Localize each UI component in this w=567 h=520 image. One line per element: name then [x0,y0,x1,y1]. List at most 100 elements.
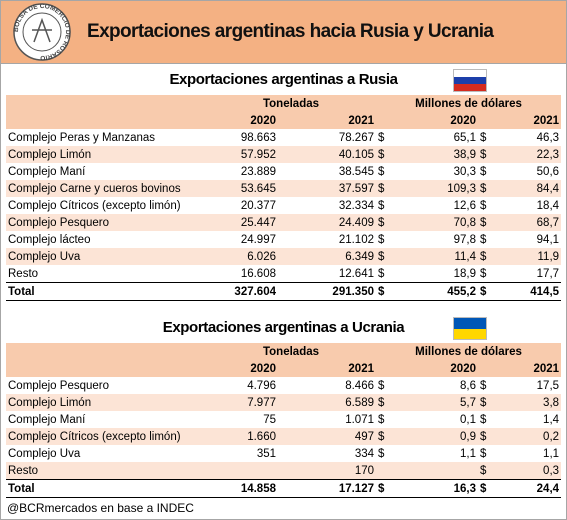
usd-cell: 5,7 [390,394,478,411]
section-title: Exportaciones argentinas a Rusia [1,67,566,92]
header-cell [6,360,206,377]
usd-cell: 68,7 [492,214,562,231]
tons-cell: 40.105 [278,146,376,163]
data-row: Complejo Peras y Manzanas 98.663 78.267 $65… [6,129,561,146]
header-cell: Toneladas [206,95,376,112]
row-label: Complejo Limón [6,146,206,163]
tons-cell: 17.127 [278,479,376,498]
data-row: Complejo Cítricos (excepto limón) 20.377 3… [6,197,561,214]
currency-cell: $ [480,267,487,280]
currency-cell [376,462,390,480]
tons-cell: 14.858 [206,479,278,498]
tons-cell: 1.071 [345,413,374,426]
row-label: Complejo Cítricos (excepto limón) [6,428,206,445]
data-row: Complejo Limón 57.952 40.105 $38,9 $22,3 [6,146,562,163]
row-label: Complejo Carne y cueros bovinos [6,180,206,197]
row-label: Complejo Pesquero [6,214,206,231]
year-header: 2020 [376,112,478,129]
row-label: Complejo Cítricos (excepto limón) [8,199,181,212]
usd-cell: 455,2 [390,282,478,301]
usd-cell: 70,8 [390,214,478,231]
currency-cell: $ [480,379,487,392]
tons-cell: 53.645 [206,180,278,197]
tons-cell: 7.977 [206,394,278,411]
total-row: Total 327.604 291.350 $455,2 $414,5 [6,282,562,301]
usd-cell: 1,1 [543,447,560,460]
flag [453,317,487,340]
currency-cell: $ [480,413,487,426]
currency-cell: $ [478,214,492,231]
usd-cell: 46,3 [536,131,560,144]
header-cell: Millones de dólares [376,95,562,112]
tons-cell: 23.889 [240,165,276,178]
usd-cell: 84,4 [492,180,562,197]
row-label: Complejo Uva [8,447,81,460]
currency-cell: $ [378,413,385,426]
footer: @BCRmercados en base a INDEC [7,501,194,515]
currency-cell: $ [478,180,492,197]
data-row: Complejo Carne y cueros bovinos 53.645 37.… [6,180,562,197]
header-row: 2020 2021 2020 2021 [6,112,562,129]
tons-cell: 12.641 [338,267,374,280]
total-row: Total 14.858 17.127 $16,3 $24,4 [6,479,562,498]
row-label: Total [6,479,206,498]
data-row: Complejo Pesquero 4.796 8.466 $8,6 $17,5 [6,377,561,394]
currency-cell: $ [376,479,390,498]
usd-cell: 11,9 [492,248,562,265]
logo: BOLSA DE COMERCIO DE ROSARIO [13,3,71,61]
data-row: Complejo Maní 75 1.071 $0,1 $1,4 [6,411,561,428]
tons-cell: 98.663 [240,131,276,144]
currency-cell: $ [478,146,492,163]
currency-cell: $ [480,233,487,246]
header: BOLSA DE COMERCIO DE ROSARIO Exportacion… [1,1,566,64]
header-cell [6,343,206,360]
header-cell: Toneladas [206,343,376,360]
header-row: 2020 2021 2020 2021 [6,360,562,377]
currency-cell: $ [478,428,492,445]
year-header: 2020 [206,360,278,377]
data-row: Complejo Pesquero 25.447 24.409 $70,8 $68,7 [6,214,562,231]
currency-cell: $ [478,248,492,265]
tons-cell: 6.349 [278,248,376,265]
data-table: Toneladas Millones de dólares 2020 2021 2020… [6,343,562,498]
tons-cell: 8.466 [345,379,374,392]
currency-cell: $ [376,214,390,231]
year-header: 2021 [278,112,376,129]
tons-cell: 78.267 [338,131,374,144]
usd-cell: 30,3 [453,165,476,178]
tons-cell: 334 [354,447,374,460]
year-header: 2021 [278,360,376,377]
currency-cell: $ [478,394,492,411]
usd-cell: 0,1 [460,413,476,426]
usd-cell: 18,4 [536,199,560,212]
tons-cell: 32.334 [338,199,374,212]
currency-cell: $ [478,462,492,480]
usd-cell: 97,8 [453,233,476,246]
flag-stripe [454,328,486,339]
currency-cell: $ [378,199,385,212]
usd-cell: 1,1 [460,447,476,460]
tons-cell [206,462,278,480]
usd-cell: 109,3 [390,180,478,197]
usd-cell: 16,3 [390,479,478,498]
currency-cell: $ [378,267,385,280]
tons-cell: 24.409 [278,214,376,231]
usd-cell: 18,9 [453,267,476,280]
row-label: Total [6,282,206,301]
tons-cell: 170 [278,462,376,480]
header-cell: Millones de dólares [376,343,562,360]
tons-cell: 6.026 [206,248,278,265]
header-cell [6,95,206,112]
usd-cell: 11,4 [390,248,478,265]
tons-cell: 1.660 [206,428,278,445]
tons-cell: 75 [263,413,276,426]
data-row: Complejo Limón 7.977 6.589 $5,7 $3,8 [6,394,562,411]
header-row: Toneladas Millones de dólares [6,343,562,360]
data-row: Resto 16.608 12.641 $18,9 $17,7 [6,265,561,283]
usd-cell: 24,4 [492,479,562,498]
currency-cell: $ [376,146,390,163]
usd-cell: 12,6 [453,199,476,212]
currency-cell: $ [480,165,487,178]
table-title: Exportaciones argentinas a Rusia [169,71,398,88]
tons-cell: 351 [256,447,276,460]
